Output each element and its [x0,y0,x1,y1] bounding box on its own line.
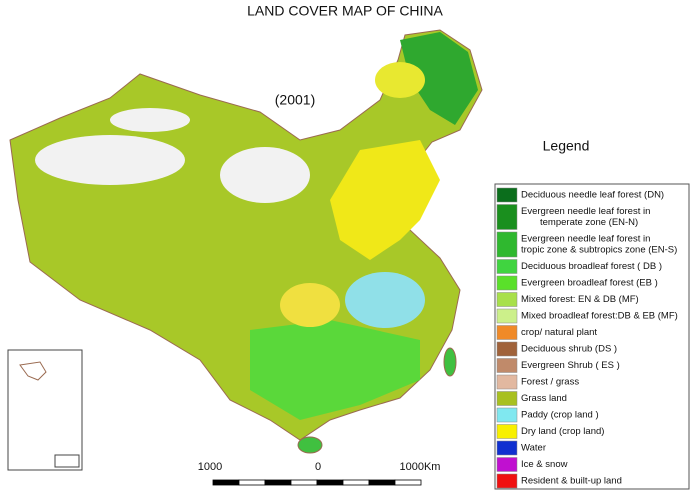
legend-label: Grass land [521,393,567,404]
scale-segment [238,479,266,486]
legend-swatch [496,204,518,230]
scale-segment [316,479,344,486]
legend-label: Mixed broadleaf forest:DB & EB (MF) [521,311,678,322]
legend-label: Evergreen Shrub ( ES ) [521,360,620,371]
legend-swatch [496,457,518,472]
map-title: LAND COVER MAP OF CHINA [247,3,443,19]
paddy-region [345,272,425,328]
legend-swatch [496,308,518,324]
forest-region [400,32,478,125]
legend-swatch [496,358,518,373]
legend-swatch [496,407,518,423]
legend-label: Resident & built-up land [521,476,622,487]
legend-swatch [496,275,518,291]
desert-region [110,108,190,132]
forest-region [250,320,420,420]
legend-swatch [496,440,518,456]
inset-frame [7,349,83,471]
scale-segment [342,479,370,486]
legend-swatch [496,374,518,390]
scale-segment [264,479,292,486]
inset-coast [19,361,47,381]
scale-segment [212,479,240,486]
dryland-region [280,283,340,327]
legend-label: Evergreen broadleaf forest (EB ) [521,278,658,289]
legend-label: Deciduous shrub (DS ) [521,344,617,355]
legend-label: Deciduous broadleaf forest ( DB ) [521,261,662,272]
inset-map [7,349,83,471]
legend-swatch [496,341,518,357]
scale-segment [368,479,396,486]
legend-label: Paddy (crop land ) [521,410,599,421]
legend-swatch [496,424,518,439]
desert-region [35,135,185,185]
island [297,436,323,454]
inset-caption-box [54,454,80,468]
legend-label: Mixed forest: EN & DB (MF) [521,294,639,305]
scale-bar: 1000 0 1000Km [198,461,441,486]
china-map [9,29,483,454]
legend-label: Deciduous needle leaf forest (DN) [521,190,664,201]
scale-segment [290,479,318,486]
scale-label: 1000 [198,461,222,473]
legend-swatch [496,292,518,307]
legend-label: temperate zone (EN-N) [540,217,638,228]
scale-label: 1000Km [400,461,441,473]
legend-label: Evergreen needle leaf forest in [521,206,650,217]
legend-box [494,183,690,490]
legend-title: Legend [543,138,590,154]
legend-label: Forest / grass [521,377,579,388]
legend-label: crop/ natural plant [521,327,597,338]
legend-label: tropic zone & subtropics zone (EN-S) [521,245,677,256]
legend-swatch [496,391,518,406]
legend-swatch [496,231,518,258]
scale-segment [394,479,422,486]
scale-label: 0 [315,461,321,473]
legend-swatch [496,325,518,340]
legend-swatch [496,187,518,203]
legend-label: Evergreen needle leaf forest in [521,234,650,245]
legend-swatch [496,259,518,274]
legend-swatch [496,473,518,489]
legend-label: Dry land (crop land) [521,426,604,437]
desert-region [220,147,310,203]
year-label: (2001) [275,92,315,108]
dryland-region [330,140,440,260]
dryland-region [375,62,425,98]
island [443,347,457,377]
legend-label: Ice & snow [521,459,568,470]
legend-label: Water [521,443,546,454]
